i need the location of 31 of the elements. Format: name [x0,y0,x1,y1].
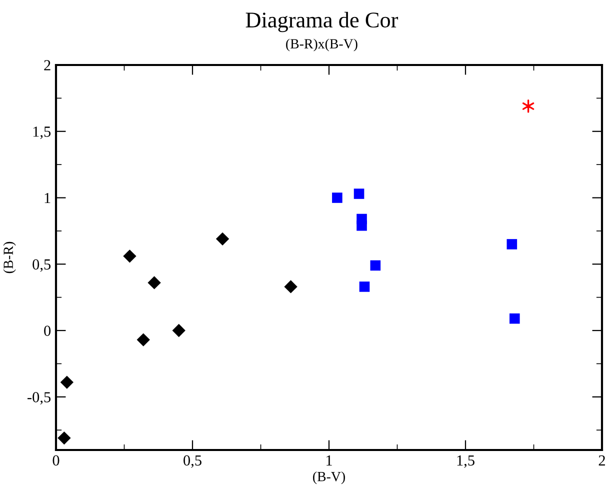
point [356,220,367,231]
point [58,431,71,445]
y-tick-label: 0,5 [32,259,51,272]
point [136,333,150,346]
y-tick-label: 1 [44,192,50,204]
point [354,188,364,199]
point [216,232,230,246]
y-tick-label: 0 [44,326,51,336]
point [370,260,381,271]
y-tick-label: 2 [44,60,50,70]
point [332,192,342,203]
chart-subtitle: (B-R)x(B-V) [286,38,358,52]
point [506,239,518,250]
y-tick-label: -0,5 [28,392,51,405]
x-tick-label: 0 [52,455,60,466]
point [522,100,534,113]
chart-title: Diagrama de Cor [246,12,398,32]
point [284,280,298,294]
point [60,376,74,389]
point [359,282,370,292]
point [509,313,520,324]
point [123,250,136,263]
x-tick-label: 0,5 [184,455,202,468]
y-axis-title: (B-R) [3,242,16,274]
x-tick-label: 1 [326,455,332,466]
point [148,276,161,290]
point [172,324,186,338]
x-axis-title: (B-V) [313,471,345,484]
y-tick-label: 1,5 [33,126,51,140]
x-tick-label: 2 [598,455,605,466]
x-tick-label: 1,5 [457,455,474,468]
